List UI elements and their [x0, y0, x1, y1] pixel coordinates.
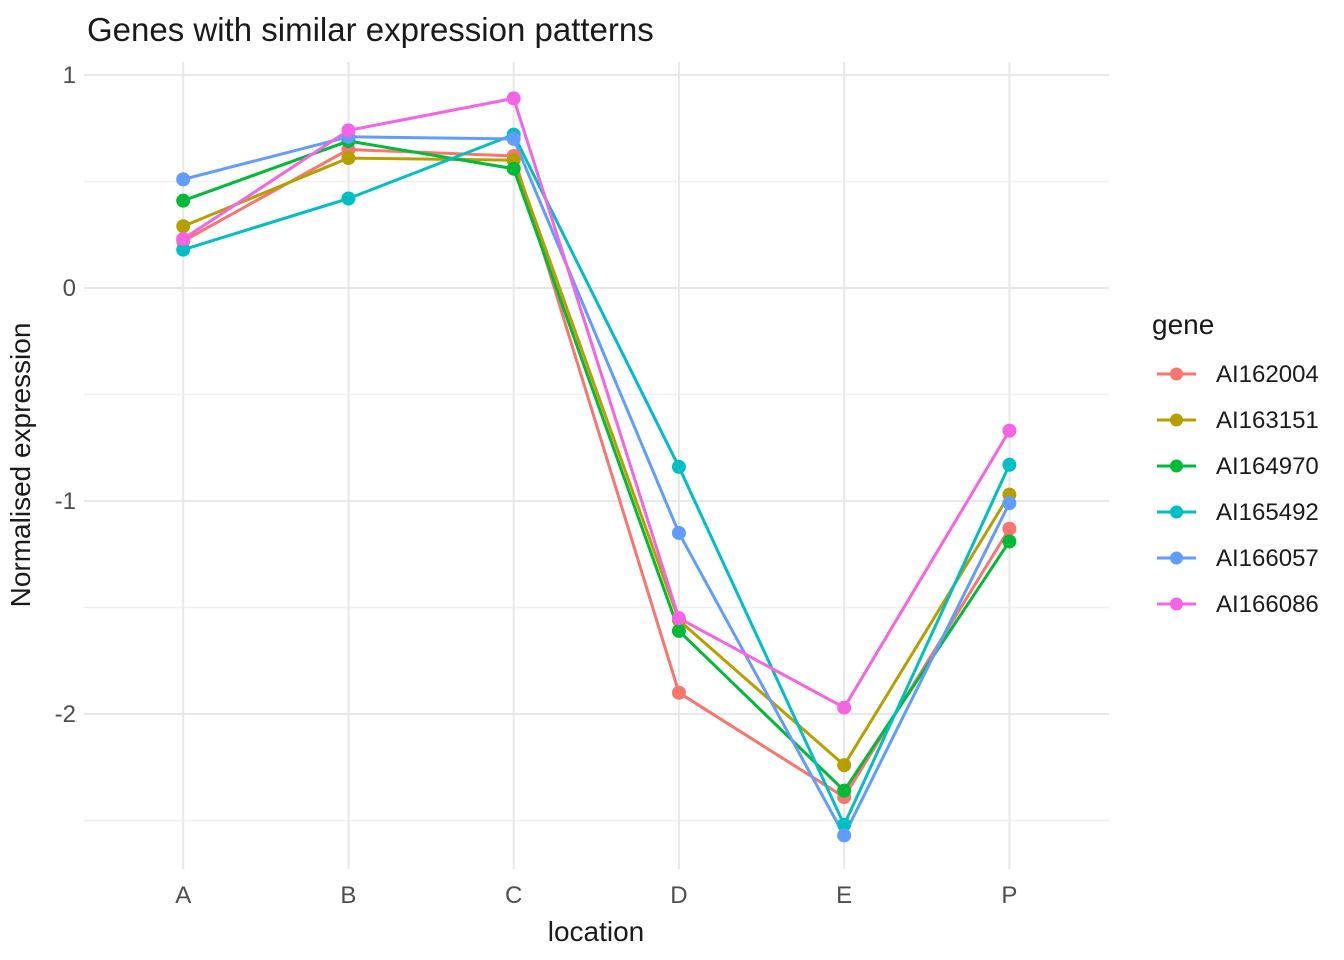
chart-title: Genes with similar expression patterns: [87, 11, 654, 48]
gridlines-major: [84, 74, 1109, 715]
gridlines-vertical: [182, 62, 1011, 869]
x-tick-label-P: P: [1001, 882, 1017, 909]
data-point-AI164970-E: [837, 783, 852, 798]
data-point-AI166057-C: [506, 131, 521, 146]
legend-entry-AI166057: AI166057: [1157, 545, 1319, 572]
legend-key-point: [1170, 597, 1183, 611]
data-point-AI166086-D: [671, 611, 686, 626]
series-line-AI164970: [181, 139, 1011, 793]
data-point-AI163151-E: [837, 758, 852, 773]
legend-key-point: [1170, 367, 1183, 381]
x-tick-label-B: B: [340, 882, 356, 909]
legend-label: AI164970: [1216, 453, 1319, 480]
series-line-AI163151: [181, 156, 1011, 767]
x-tick-label-A: A: [175, 882, 191, 909]
series-line-AI166086: [181, 96, 1011, 710]
data-point-AI163151-B: [341, 151, 356, 166]
legend-entry-AI163151: AI163151: [1157, 407, 1319, 434]
legend-label: AI162004: [1216, 361, 1319, 388]
data-point-AI162004-D: [671, 685, 686, 700]
legend-label: AI166086: [1216, 591, 1319, 618]
series-points: [176, 91, 1017, 843]
data-point-AI166057-D: [671, 525, 686, 540]
data-point-AI165492-A: [176, 242, 191, 257]
legend-label: AI163151: [1216, 407, 1319, 434]
data-point-AI166086-B: [341, 123, 356, 138]
data-point-AI164970-P: [1002, 534, 1017, 549]
legend-entry-AI162004: AI162004: [1157, 361, 1319, 388]
y-tick-label--1: -1: [55, 488, 76, 515]
y-tick-label-0: 0: [63, 275, 76, 302]
x-tick-label-C: C: [505, 882, 522, 909]
legend-entry-AI164970: AI164970: [1157, 453, 1319, 480]
data-point-AI165492-B: [341, 191, 356, 206]
legend-key-point: [1170, 551, 1183, 565]
data-point-AI164970-A: [176, 193, 191, 208]
y-axis-title: Normalised expression: [5, 323, 36, 608]
data-point-AI166086-A: [176, 232, 191, 247]
legend-title: gene: [1152, 309, 1214, 340]
data-point-AI162004-P: [1002, 521, 1017, 536]
legend-key-point: [1170, 459, 1183, 473]
x-tick-label-D: D: [670, 882, 687, 909]
data-point-AI166086-C: [506, 91, 521, 106]
series-lines: [181, 96, 1011, 837]
series-line-AI162004: [181, 148, 1011, 799]
y-tick-label-1: 1: [63, 62, 76, 89]
data-point-AI165492-E: [837, 817, 852, 832]
y-axis-tick-labels: 1 0 -1 -2: [55, 62, 76, 728]
data-point-AI164970-D: [671, 623, 686, 638]
series-line-AI166057: [181, 135, 1011, 837]
data-point-AI165492-D: [671, 459, 686, 474]
legend-entry-AI166086: AI166086: [1157, 591, 1319, 618]
legend-key-point: [1170, 505, 1183, 519]
legend-entry-AI165492: AI165492: [1157, 499, 1319, 526]
y-tick-label--2: -2: [55, 701, 76, 728]
data-point-AI166086-E: [837, 700, 852, 715]
data-point-AI166057-E: [837, 828, 852, 843]
x-tick-label-E: E: [836, 882, 852, 909]
data-point-AI166086-P: [1002, 423, 1017, 438]
data-point-AI164970-C: [506, 161, 521, 176]
legend: AI162004 AI163151 AI164970 AI165492 AI166057…: [1157, 361, 1319, 618]
data-point-AI163151-A: [176, 219, 191, 234]
x-axis-title: location: [548, 916, 645, 947]
legend-key-point: [1170, 413, 1183, 427]
legend-label: AI165492: [1216, 499, 1319, 526]
series-line-AI165492: [181, 133, 1011, 827]
data-point-AI166057-P: [1002, 496, 1017, 511]
legend-label: AI166057: [1216, 545, 1319, 572]
data-point-AI166057-A: [176, 172, 191, 187]
data-point-AI165492-P: [1002, 457, 1017, 472]
gridlines-minor: [84, 180, 1109, 822]
